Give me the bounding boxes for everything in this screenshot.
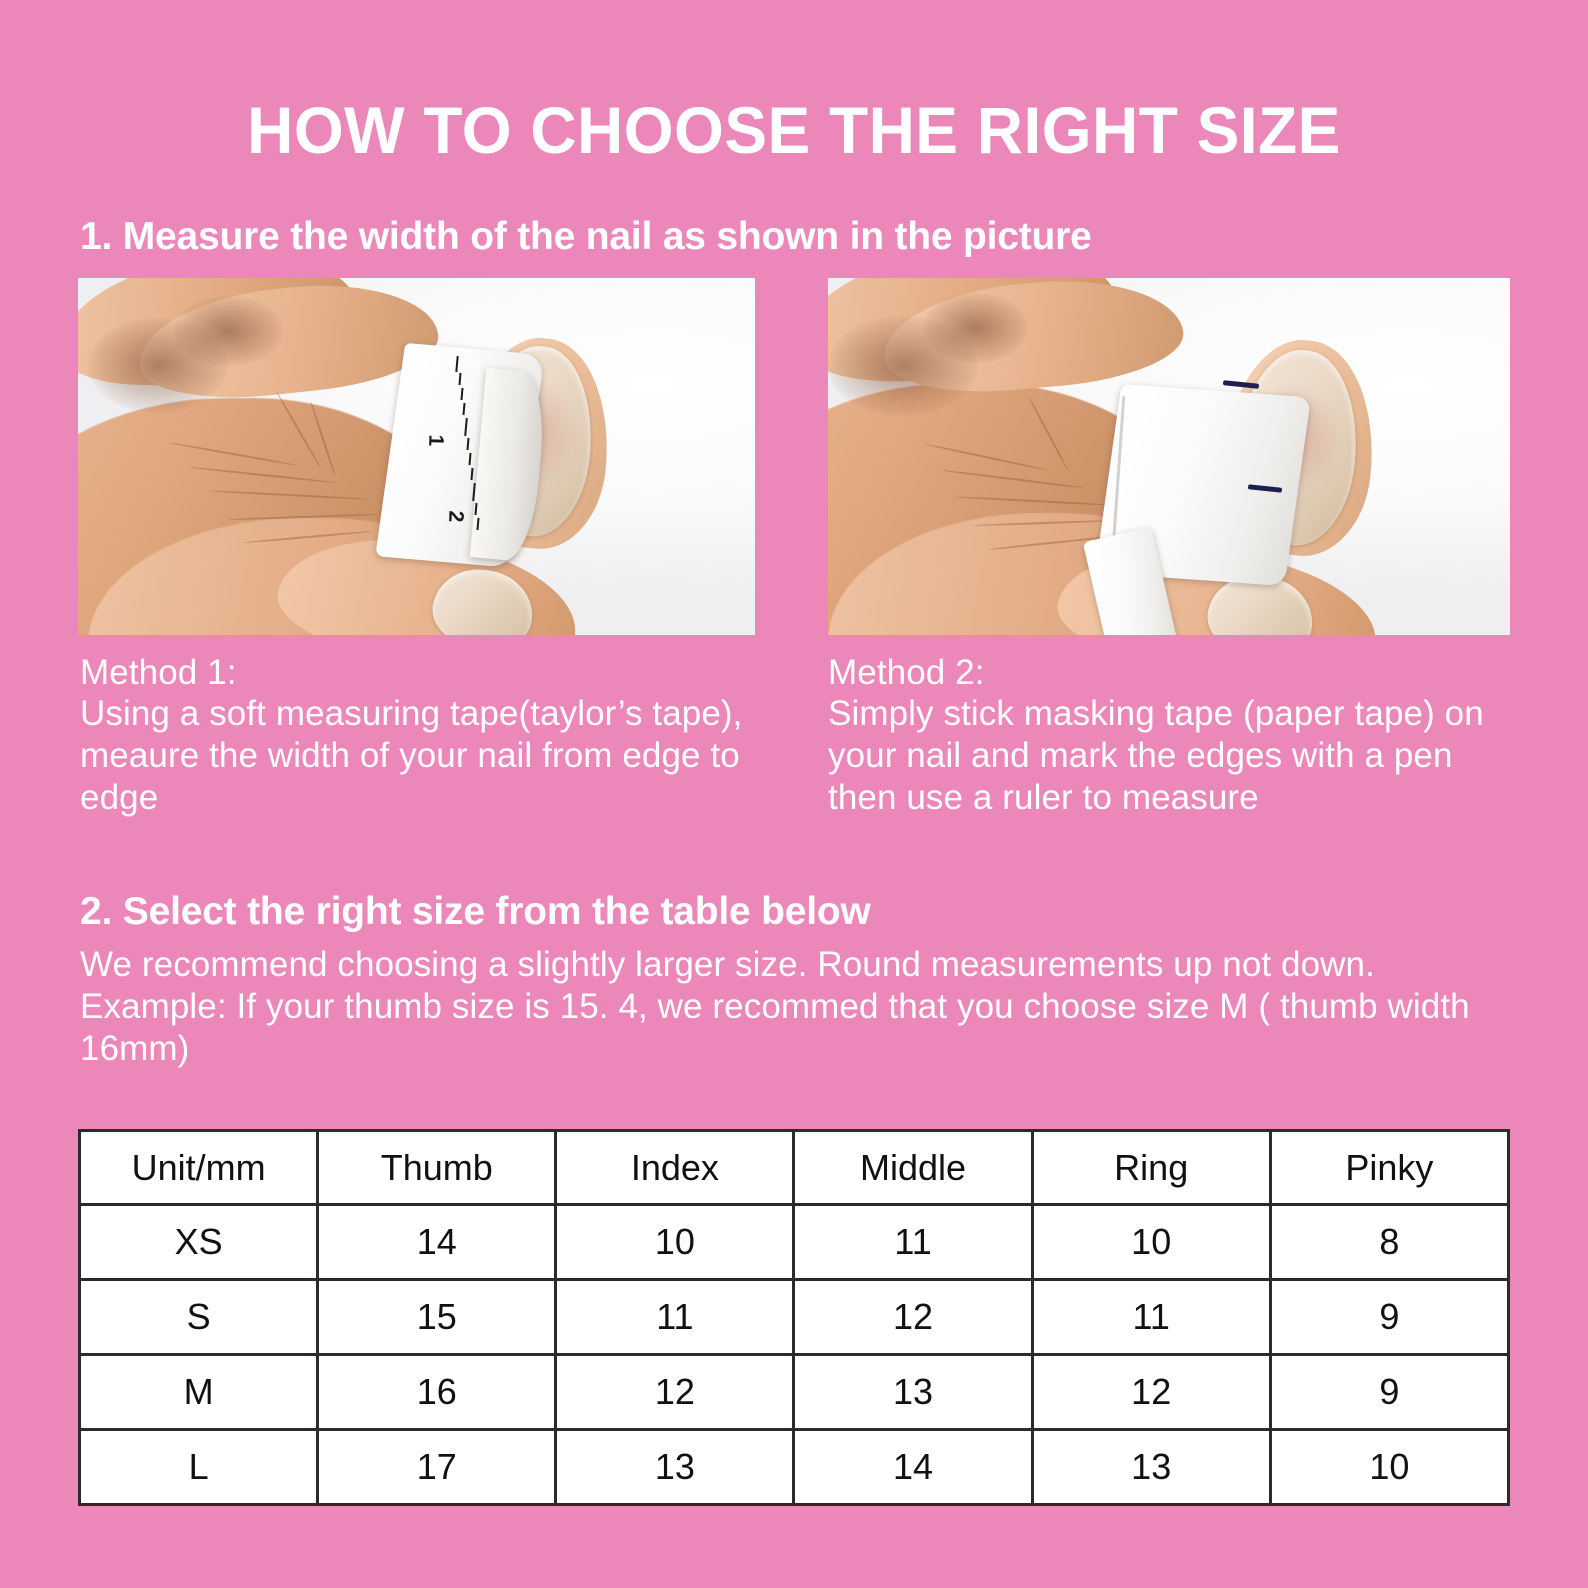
method-2-body: Simply stick masking tape (paper tape) o… <box>828 694 1484 817</box>
table-row: L 17 13 14 13 10 <box>77 1428 1511 1506</box>
photo-measuring-tape-on-thumb: 1 2 <box>78 278 755 635</box>
table-header-pinky: Pinky <box>1268 1129 1511 1206</box>
table-cell-ring: 13 <box>1030 1428 1272 1506</box>
table-cell-middle: 11 <box>792 1203 1034 1281</box>
table-header-middle: Middle <box>792 1129 1034 1206</box>
method-2-title: Method 2: <box>828 653 985 692</box>
table-cell-size: L <box>77 1428 320 1506</box>
table-cell-index: 11 <box>554 1278 796 1356</box>
table-header-index: Index <box>554 1129 796 1206</box>
method-1-caption: Method 1: Using a soft measuring tape(ta… <box>80 652 770 818</box>
step-2-body-line-2: Example: If your thumb size is 15. 4, we… <box>80 987 1470 1068</box>
table-cell-index: 13 <box>554 1428 796 1506</box>
table-cell-middle: 13 <box>792 1353 1034 1431</box>
tape-number-2: 2 <box>444 510 468 523</box>
table-cell-pinky: 9 <box>1268 1353 1511 1431</box>
knuckle-shadow-2 <box>173 296 283 366</box>
step-1-heading: 1. Measure the width of the nail as show… <box>80 215 1092 258</box>
size-chart-table: Unit/mm Thumb Index Middle Ring Pinky XS… <box>77 1129 1511 1506</box>
table-header-unit: Unit/mm <box>77 1129 320 1206</box>
table-cell-index: 10 <box>554 1203 796 1281</box>
table-cell-thumb: 15 <box>316 1278 558 1356</box>
photo-masking-tape-on-thumb <box>828 278 1510 635</box>
method-1-body: Using a soft measuring tape(taylor’s tap… <box>80 694 743 817</box>
tape-number-1: 1 <box>424 434 448 447</box>
table-cell-thumb: 17 <box>316 1428 558 1506</box>
table-cell-thumb: 14 <box>316 1203 558 1281</box>
step-2-heading: 2. Select the right size from the table … <box>80 890 871 933</box>
table-cell-middle: 14 <box>792 1428 1034 1506</box>
table-cell-pinky: 10 <box>1268 1428 1511 1506</box>
table-cell-ring: 12 <box>1030 1353 1272 1431</box>
table-cell-ring: 11 <box>1030 1278 1272 1356</box>
table-cell-ring: 10 <box>1030 1203 1272 1281</box>
table-header-row: Unit/mm Thumb Index Middle Ring Pinky <box>77 1129 1511 1206</box>
table-row: XS 14 10 11 10 8 <box>77 1203 1511 1281</box>
table-cell-size: S <box>77 1278 320 1356</box>
table-header-thumb: Thumb <box>316 1129 558 1206</box>
table-row: S 15 11 12 11 9 <box>77 1278 1511 1356</box>
step-2-body: We recommend choosing a slightly larger … <box>80 944 1510 1070</box>
page-title: HOW TO CHOOSE THE RIGHT SIZE <box>247 93 1341 167</box>
table-cell-thumb: 16 <box>316 1353 558 1431</box>
method-2-caption: Method 2: Simply stick masking tape (pap… <box>828 652 1518 818</box>
table-row: M 16 12 13 12 9 <box>77 1353 1511 1431</box>
table-cell-index: 12 <box>554 1353 796 1431</box>
table-cell-middle: 12 <box>792 1278 1034 1356</box>
table-cell-size: M <box>77 1353 320 1431</box>
step-2-body-line-1: We recommend choosing a slightly larger … <box>80 945 1375 984</box>
knuckle-shadow-2 <box>923 293 1028 363</box>
table-cell-pinky: 8 <box>1268 1203 1511 1281</box>
table-cell-size: XS <box>77 1203 320 1281</box>
method-1-title: Method 1: <box>80 653 237 692</box>
table-header-ring: Ring <box>1030 1129 1272 1206</box>
table-cell-pinky: 9 <box>1268 1278 1511 1356</box>
